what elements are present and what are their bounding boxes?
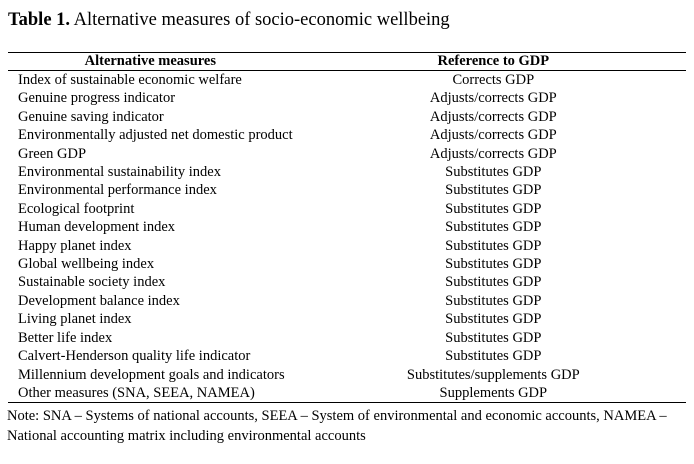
cell-alternative-measure: Millennium development goals and indicat… <box>18 366 285 383</box>
caption-label: Table 1. <box>8 10 71 30</box>
table-header: Alternative measures Reference to GDP <box>8 52 686 71</box>
table-row: Happy planet index Substitutes GDP <box>8 237 686 255</box>
header-alternative-measures: Alternative measures <box>8 52 293 71</box>
table-row: Genuine progress indicator Adjusts/correc… <box>8 89 686 107</box>
table-row: Millennium development goals and indicat… <box>8 366 686 384</box>
cell-alternative-measure: Ecological footprint <box>18 200 135 217</box>
table-row: Development balance index Substitutes GDP <box>8 292 686 310</box>
cell-reference-to-gdp: Substitutes/supplements GDP <box>406 366 580 383</box>
caption-title: Alternative measures of socio-economic w… <box>73 10 450 30</box>
cell-reference-to-gdp: Substitutes GDP <box>445 219 542 236</box>
table-row: Global wellbeing index Substitutes GDP <box>8 255 686 273</box>
table-row: Other measures (SNA, SEEA, NAMEA) Supplem… <box>8 383 686 404</box>
table-row: Ecological footprint Substitutes GDP <box>8 200 686 218</box>
table-row: Index of sustainable economic welfare Cor… <box>8 71 686 90</box>
cell-alternative-measure: Calvert-Henderson quality life indicator <box>18 348 251 365</box>
table-row: Genuine saving indicator Adjusts/corrects… <box>8 108 686 126</box>
cell-reference-to-gdp: Substitutes GDP <box>445 256 542 273</box>
cell-alternative-measure: Sustainable society index <box>18 274 166 291</box>
cell-reference-to-gdp: Adjusts/corrects GDP <box>429 127 557 144</box>
table-row: Human development index Substitutes GDP <box>8 218 686 236</box>
cell-alternative-measure: Other measures (SNA, SEEA, NAMEA) <box>8 383 293 404</box>
cell-alternative-measure: Environmental performance index <box>18 182 217 199</box>
cell-reference-to-gdp: Substitutes GDP <box>445 164 542 181</box>
table-row: Calvert-Henderson quality life indicator… <box>8 347 686 365</box>
cell-alternative-measure: Happy planet index <box>18 237 132 254</box>
table-body: Index of sustainable economic welfare Cor… <box>8 71 686 404</box>
cell-alternative-measure: Global wellbeing index <box>18 256 155 273</box>
cell-alternative-measure: Better life index <box>18 329 113 346</box>
cell-alternative-measure: Human development index <box>18 219 176 236</box>
cell-reference-to-gdp: Substitutes GDP <box>445 292 542 309</box>
cell-reference-to-gdp: Substitutes GDP <box>445 311 542 328</box>
table-row: Environmental performance index Substitut… <box>8 181 686 199</box>
cell-alternative-measure: Genuine saving indicator <box>18 108 164 125</box>
table-row: Sustainable society index Substitutes GDP <box>8 273 686 291</box>
table-row: Living planet index Substitutes GDP <box>8 310 686 328</box>
cell-alternative-measure: Genuine progress indicator <box>18 90 176 107</box>
cell-alternative-measure: Living planet index <box>18 311 132 328</box>
cell-reference-to-gdp: Substitutes GDP <box>445 237 542 254</box>
measures-table-container: Alternative measures Reference to GDP In… <box>8 52 686 404</box>
header-row: Alternative measures Reference to GDP <box>8 52 686 71</box>
cell-reference-to-gdp: Substitutes GDP <box>445 348 542 365</box>
cell-reference-to-gdp: Substitutes GDP <box>445 182 542 199</box>
cell-reference-to-gdp: Adjusts/corrects GDP <box>429 90 557 107</box>
table-row: Green GDP Adjusts/corrects GDP <box>8 145 686 163</box>
measures-table: Alternative measures Reference to GDP In… <box>8 52 686 404</box>
cell-reference-to-gdp: Substitutes GDP <box>445 274 542 291</box>
table-row: Environmentally adjusted net domestic pr… <box>8 126 686 144</box>
cell-alternative-measure: Green GDP <box>18 145 87 162</box>
cell-reference-to-gdp: Substitutes GDP <box>445 200 542 217</box>
cell-reference-to-gdp: Adjusts/corrects GDP <box>429 108 557 125</box>
header-reference-to-gdp: Reference to GDP <box>292 52 686 71</box>
table-row: Environmental sustainability index Substi… <box>8 163 686 181</box>
cell-alternative-measure: Environmentally adjusted net domestic pr… <box>18 127 293 144</box>
cell-alternative-measure: Environmental sustainability index <box>18 164 221 181</box>
cell-reference-to-gdp: Supplements GDP <box>292 383 686 404</box>
table-row: Better life index Substitutes GDP <box>8 329 686 347</box>
cell-reference-to-gdp: Corrects GDP <box>452 72 535 88</box>
cell-reference-to-gdp: Substitutes GDP <box>445 329 542 346</box>
cell-reference-to-gdp: Adjusts/corrects GDP <box>429 145 557 162</box>
cell-alternative-measure: Index of sustainable economic welfare <box>18 72 242 88</box>
cell-alternative-measure: Development balance index <box>18 292 180 309</box>
table-note: Note: SNA – Systems of national accounts… <box>7 408 667 444</box>
table-caption: Table 1. Alternative measures of socio-e… <box>8 9 450 31</box>
